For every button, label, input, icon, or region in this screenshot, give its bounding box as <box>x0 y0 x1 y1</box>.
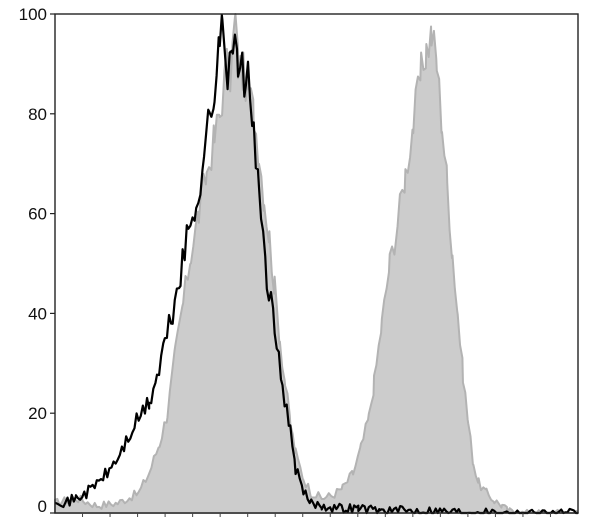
plot-area <box>54 13 579 515</box>
y-tick-label: 60 <box>28 205 47 224</box>
y-tick-label: 80 <box>28 105 47 124</box>
y-tick-label: 40 <box>28 304 47 323</box>
black-line-series <box>54 13 578 515</box>
x-axis <box>82 513 551 517</box>
y-tick-label: 0 <box>38 497 47 516</box>
filled-histogram-series <box>54 13 579 514</box>
y-axis: 0 20 40 60 80 100 <box>19 5 55 516</box>
y-tick-label: 20 <box>28 404 47 423</box>
plot-frame <box>54 13 579 514</box>
y-tick-label: 100 <box>19 5 47 24</box>
